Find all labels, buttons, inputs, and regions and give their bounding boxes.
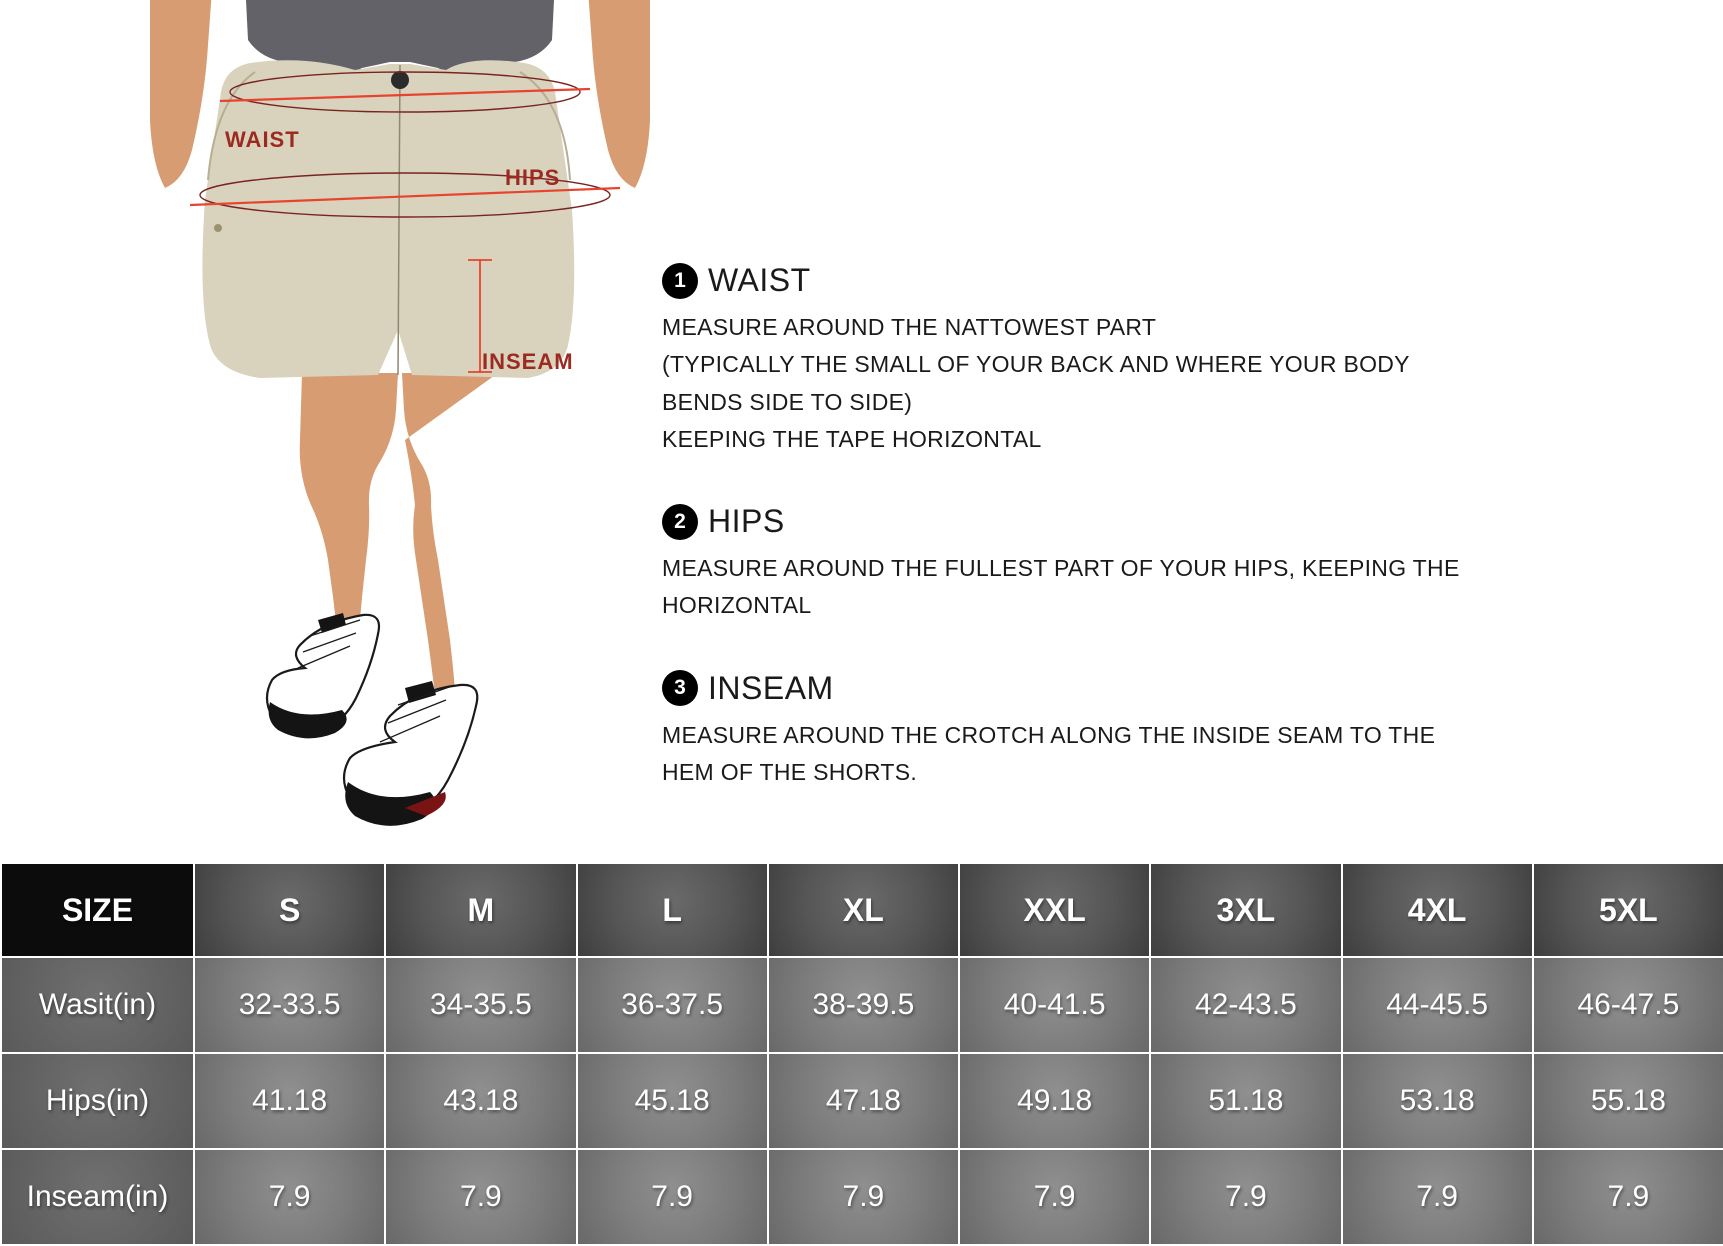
svg-text:WAIST: WAIST: [225, 127, 300, 152]
svg-text:HIPS: HIPS: [505, 165, 560, 190]
svg-text:INSEAM: INSEAM: [482, 349, 574, 374]
